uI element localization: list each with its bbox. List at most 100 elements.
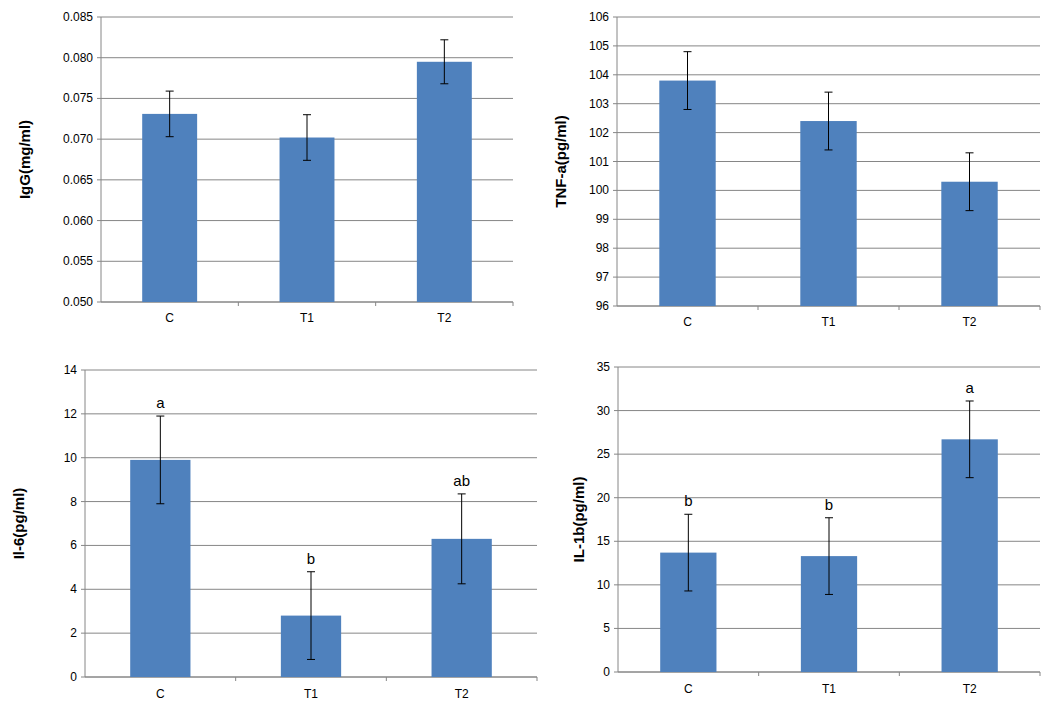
y-axis-label: TNF-a(pg/ml) — [552, 115, 569, 207]
chart-panel: 05101520253035IL-1b(pg/ml)CbT1bT2a — [570, 360, 1040, 696]
tick-mark — [613, 132, 617, 133]
error-stem — [169, 91, 170, 137]
tick-mark — [97, 179, 101, 180]
category-label: T2 — [962, 315, 976, 329]
tick-label: 0.050 — [63, 295, 93, 309]
error-cap — [440, 39, 448, 40]
category-tick — [758, 306, 759, 310]
tick-mark — [614, 628, 618, 629]
error-cap — [825, 92, 833, 93]
error-stem — [311, 572, 312, 660]
bar — [280, 138, 335, 302]
tick-label: 4 — [70, 582, 77, 596]
tick-mark — [97, 17, 101, 18]
bar — [417, 62, 472, 302]
error-cap — [684, 51, 692, 52]
error-bar — [966, 401, 974, 478]
tick-mark — [613, 190, 617, 191]
tick-mark — [614, 410, 618, 411]
tick-label: 0.060 — [63, 214, 93, 228]
tick-mark — [614, 541, 618, 542]
tick-mark — [613, 103, 617, 104]
tick-label: 103 — [589, 97, 609, 111]
tick-mark — [613, 248, 617, 249]
error-cap — [307, 571, 315, 572]
tick-label: 25 — [597, 447, 611, 461]
error-cap — [966, 477, 974, 478]
y-axis — [101, 17, 102, 302]
significance-letter: a — [156, 394, 165, 411]
tick-mark — [81, 457, 85, 458]
tick-label: 0.075 — [63, 91, 93, 105]
tick-label: 106 — [589, 10, 609, 24]
category-tick — [386, 677, 387, 681]
tick-label: 101 — [589, 155, 609, 169]
tick-label: 10 — [597, 578, 611, 592]
y-axis-label: Il-6(pg/ml) — [10, 488, 27, 560]
error-cap — [156, 416, 164, 417]
tick-mark — [97, 139, 101, 140]
error-bar — [825, 92, 833, 150]
error-cap — [166, 136, 174, 137]
tick-label: 20 — [597, 491, 611, 505]
error-bar — [156, 416, 164, 504]
y-axis — [85, 370, 86, 677]
tick-label: 96 — [596, 299, 610, 313]
tick-label: 8 — [70, 495, 77, 509]
tick-mark — [97, 57, 101, 58]
tick-label: 0.085 — [63, 10, 93, 24]
bar — [142, 114, 197, 302]
error-cap — [825, 517, 833, 518]
tick-label: 105 — [589, 39, 609, 53]
significance-letter: ab — [453, 472, 470, 489]
error-cap — [684, 590, 692, 591]
tick-label: 5 — [603, 621, 610, 635]
error-bar — [825, 518, 833, 595]
error-cap — [166, 91, 174, 92]
tick-label: 102 — [589, 126, 609, 140]
figure: 0.0500.0550.0600.0650.0700.0750.0800.085… — [0, 0, 1047, 723]
tick-mark — [613, 17, 617, 18]
tick-mark — [81, 589, 85, 590]
category-tick — [513, 302, 514, 306]
tick-mark — [614, 672, 618, 673]
tick-label: 104 — [589, 68, 609, 82]
error-bar — [966, 153, 974, 211]
significance-letter: b — [684, 492, 692, 509]
error-bar — [684, 52, 692, 110]
error-cap — [966, 400, 974, 401]
category-tick — [238, 302, 239, 306]
error-stem — [969, 153, 970, 211]
error-bar — [166, 91, 174, 137]
grid-line — [101, 57, 513, 58]
category-tick — [235, 677, 236, 681]
error-cap — [156, 503, 164, 504]
error-cap — [458, 493, 466, 494]
error-stem — [444, 40, 445, 84]
error-cap — [966, 210, 974, 211]
grid-line — [618, 410, 1040, 411]
grid-line — [617, 74, 1040, 75]
category-label: T1 — [300, 311, 314, 325]
category-label: T2 — [455, 687, 469, 701]
tick-mark — [81, 677, 85, 678]
category-tick — [375, 302, 376, 306]
error-cap — [825, 594, 833, 595]
chart-panel: 02468101214Il-6(pg/ml)CaT1bT2ab — [10, 363, 537, 701]
tick-mark — [613, 74, 617, 75]
category-label: C — [165, 311, 174, 325]
grid-line — [617, 45, 1040, 46]
category-tick — [537, 677, 538, 681]
error-stem — [829, 518, 830, 595]
tick-label: 98 — [596, 241, 610, 255]
category-label: T2 — [963, 682, 977, 696]
error-cap — [307, 659, 315, 660]
category-tick — [899, 306, 900, 310]
plot-area — [660, 401, 998, 672]
category-tick — [899, 672, 900, 676]
error-stem — [828, 92, 829, 150]
error-stem — [160, 416, 161, 504]
category-label: C — [683, 315, 692, 329]
error-cap — [303, 114, 311, 115]
tick-label: 97 — [596, 270, 610, 284]
